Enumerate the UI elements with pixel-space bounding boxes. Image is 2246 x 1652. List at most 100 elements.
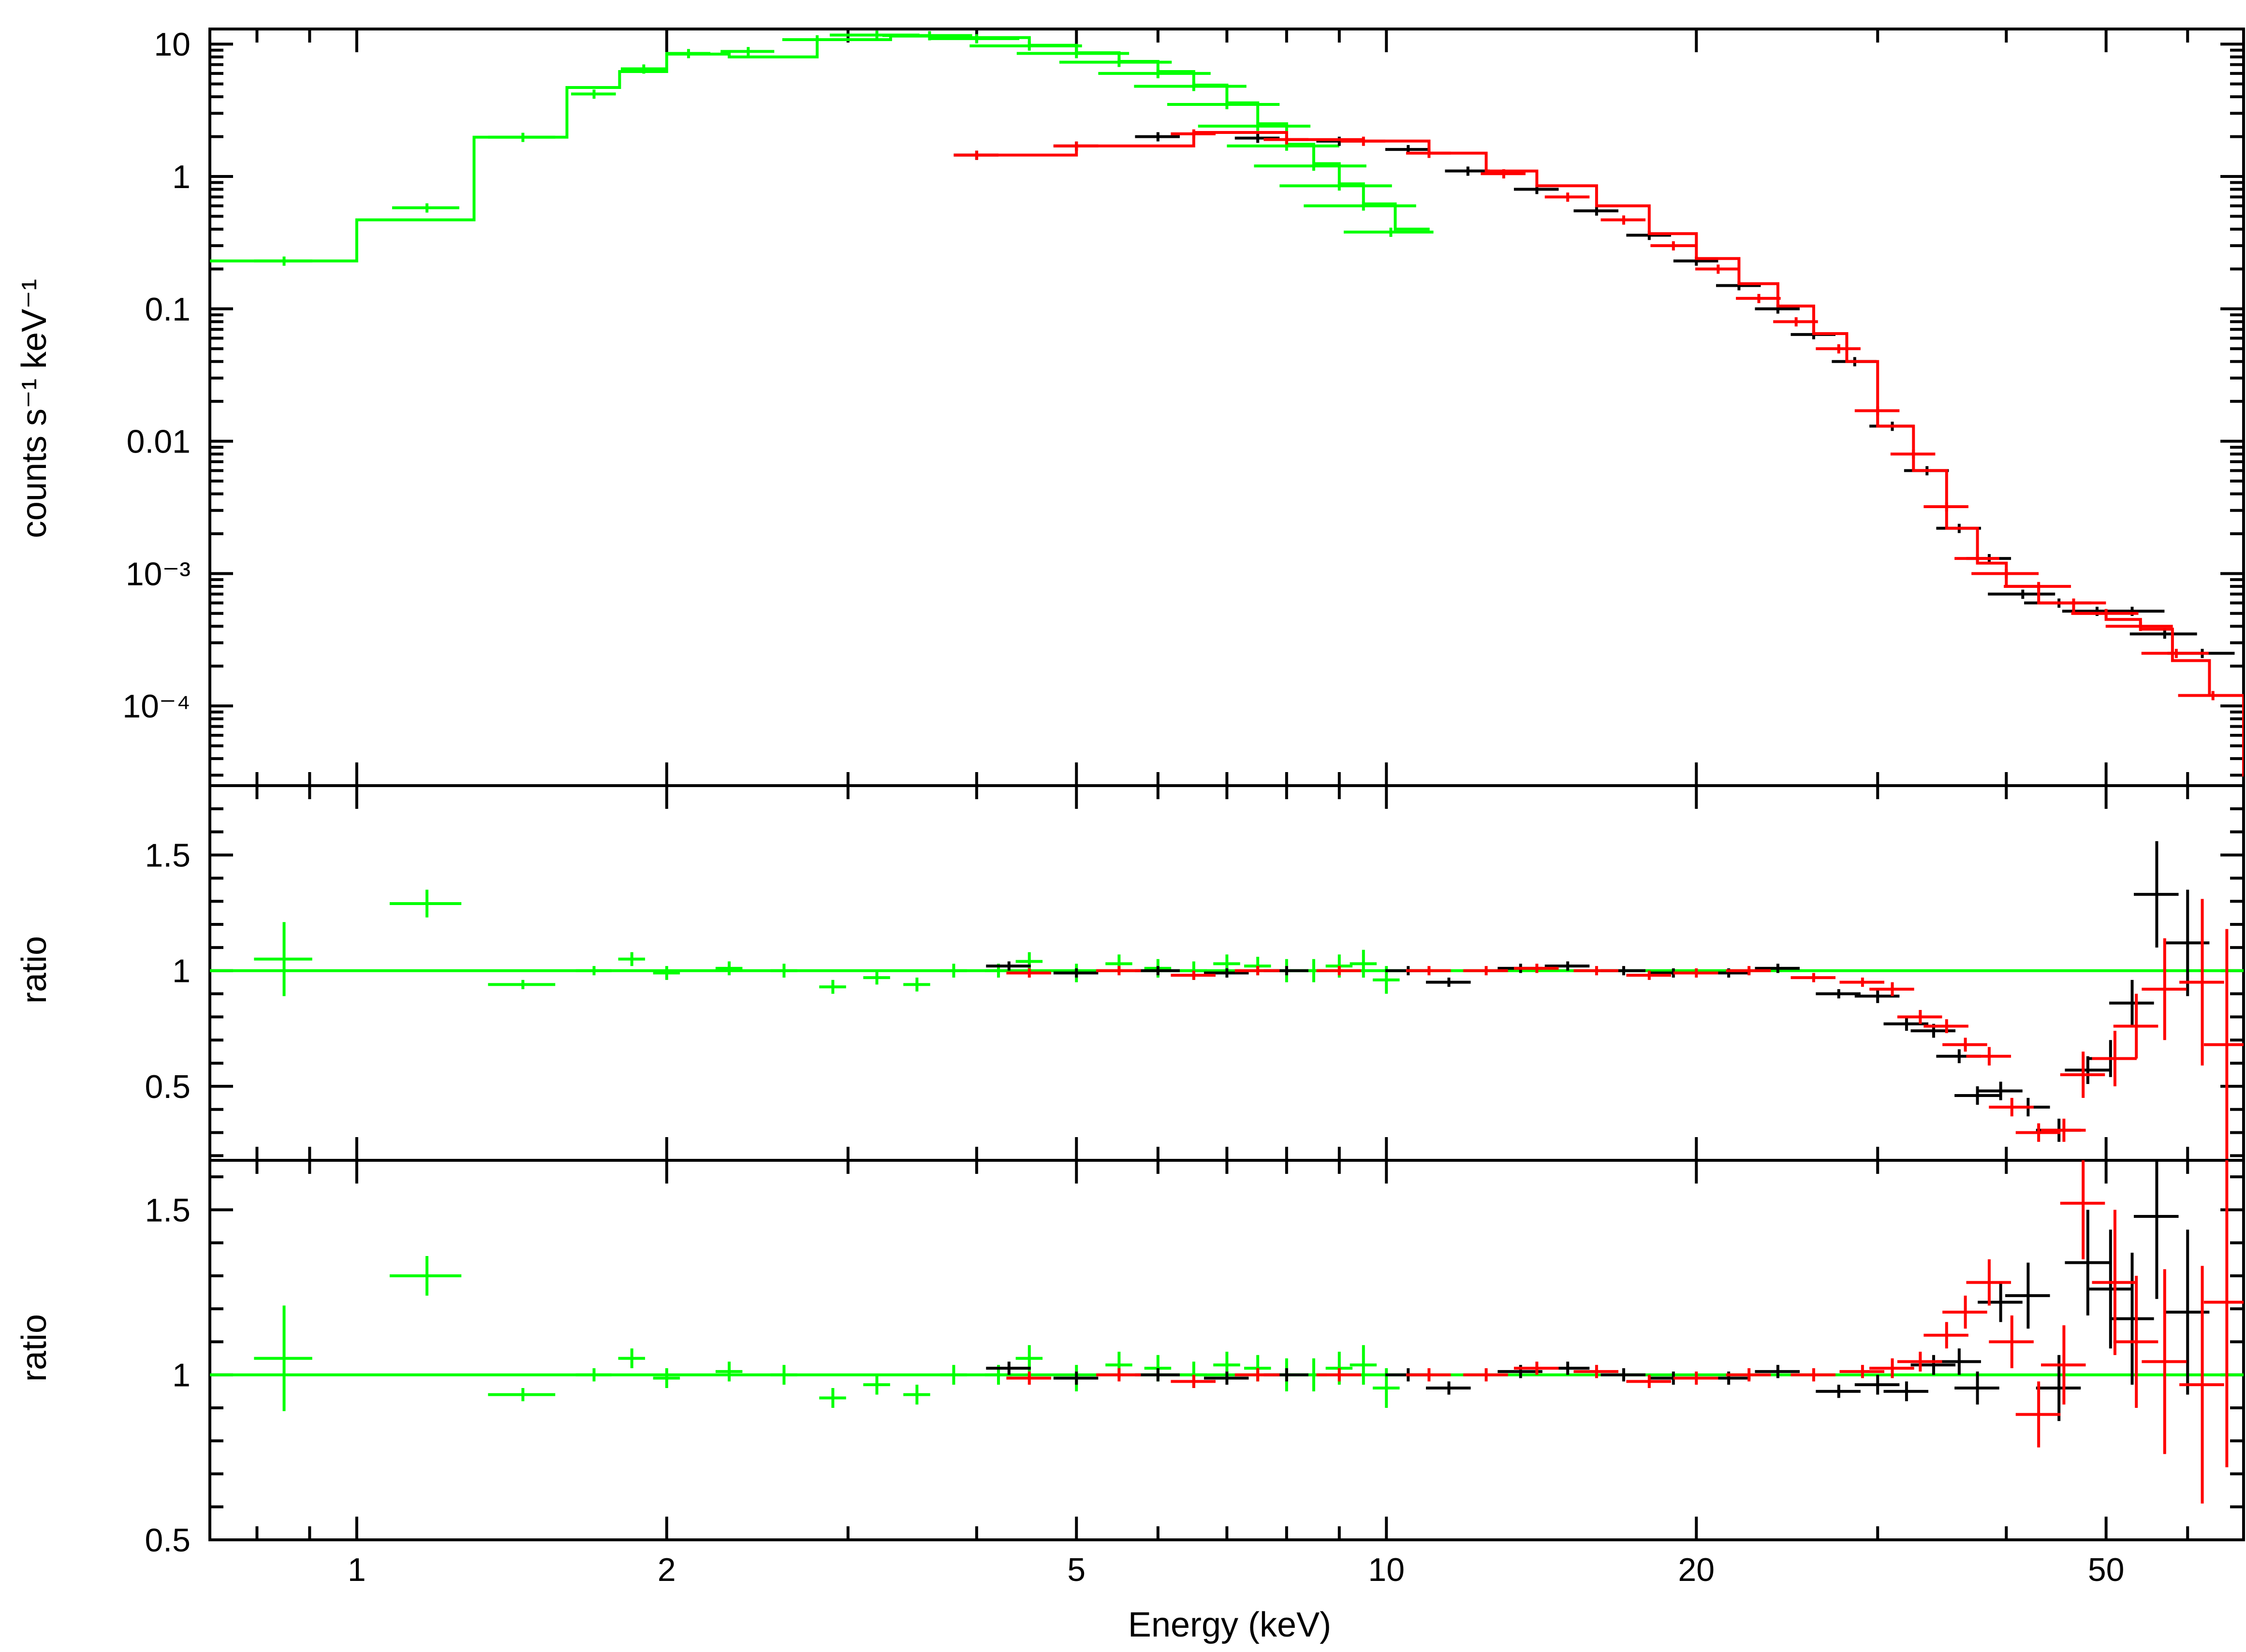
data-point-black bbox=[2109, 980, 2154, 1026]
data-point-red bbox=[1316, 1368, 1361, 1382]
data-point-green bbox=[715, 1361, 743, 1382]
data-point-green bbox=[903, 1385, 930, 1405]
data-point-green bbox=[1350, 950, 1377, 978]
data-point-red bbox=[2179, 899, 2224, 1066]
y-tick-label: 1.5 bbox=[145, 837, 191, 874]
y-axis-label-counts: counts s⁻¹ keV⁻¹ bbox=[15, 279, 54, 538]
data-point-black bbox=[1755, 1365, 1800, 1378]
data-point-green bbox=[1254, 161, 1366, 171]
data-point-red bbox=[1406, 966, 1451, 976]
data-point-red bbox=[2203, 929, 2244, 1160]
data-point-red bbox=[2142, 1269, 2187, 1454]
data-point-black bbox=[2065, 1210, 2110, 1316]
data-point-red bbox=[2092, 1031, 2137, 1086]
y-axis-label-ratio-bottom: ratio bbox=[15, 1314, 54, 1382]
data-point-red bbox=[1726, 966, 1771, 976]
data-point-black bbox=[1954, 1371, 1999, 1405]
data-point-black bbox=[2134, 841, 2179, 948]
y-tick-label: 0.5 bbox=[145, 1522, 191, 1559]
data-point-black bbox=[1755, 964, 1800, 973]
data-point-green bbox=[488, 980, 556, 989]
data-point-green bbox=[618, 952, 646, 966]
data-point-green bbox=[575, 1368, 612, 1382]
model-step-red bbox=[976, 131, 2244, 777]
data-point-black bbox=[2134, 1160, 2179, 1299]
data-point-green bbox=[1304, 201, 1416, 211]
data-point-black bbox=[2005, 1262, 2050, 1329]
data-point-black bbox=[1135, 1368, 1180, 1382]
x-tick-label: 20 bbox=[1678, 1551, 1715, 1588]
data-point-black bbox=[1936, 1348, 1981, 1375]
data-point-red bbox=[1923, 1019, 1968, 1033]
data-point-green bbox=[653, 966, 680, 980]
data-point-green bbox=[1227, 141, 1339, 151]
data-point-black bbox=[1883, 1381, 1929, 1402]
data-point-red bbox=[1726, 1368, 1771, 1382]
data-point-black bbox=[2109, 1253, 2154, 1385]
data-point-red bbox=[1171, 1374, 1216, 1388]
data-point-red bbox=[2179, 1266, 2224, 1504]
plot-frame bbox=[208, 1159, 2245, 1541]
data-point-red bbox=[1923, 1322, 1968, 1349]
data-point-red bbox=[2040, 1118, 2086, 1142]
data-point-red bbox=[1673, 1371, 1718, 1385]
data-point-green bbox=[715, 961, 743, 976]
data-point-red bbox=[1989, 1315, 2034, 1369]
data-point-red bbox=[1966, 1047, 2011, 1066]
data-point-black bbox=[1053, 968, 1099, 978]
x-tick-label: 50 bbox=[2088, 1551, 2125, 1588]
panel-ratio-middle: 0.5 1 1.5 bbox=[145, 784, 2245, 1162]
data-point-red bbox=[1513, 964, 1559, 973]
data-point-green bbox=[863, 970, 890, 985]
plot-data-area bbox=[210, 30, 2244, 777]
data-point-black bbox=[986, 1361, 1031, 1375]
data-point-green bbox=[575, 966, 612, 976]
data-point-black bbox=[1978, 1282, 2023, 1322]
x-tick-label: 1 bbox=[348, 1551, 366, 1588]
data-point-red bbox=[1096, 1368, 1141, 1382]
data-point-green bbox=[1279, 181, 1392, 191]
data-point-black bbox=[1234, 133, 1280, 143]
data-point-green bbox=[770, 964, 797, 978]
data-point-red bbox=[2142, 938, 2187, 1040]
data-point-red bbox=[1650, 241, 1695, 251]
data-point-green bbox=[488, 1388, 556, 1402]
data-point-red bbox=[1234, 966, 1280, 976]
data-point-black bbox=[1600, 1368, 1646, 1382]
data-point-green bbox=[819, 980, 846, 994]
data-point-red bbox=[1096, 966, 1141, 976]
data-point-black bbox=[2129, 629, 2197, 639]
data-point-black bbox=[1135, 966, 1180, 976]
data-point-black bbox=[1910, 1355, 1956, 1375]
data-point-red bbox=[1897, 1351, 1942, 1372]
x-axis-label: Energy (keV) bbox=[1128, 1606, 1331, 1644]
plot-frame bbox=[208, 28, 2245, 787]
data-point-red bbox=[1573, 1365, 1619, 1378]
data-point-green bbox=[618, 1348, 646, 1369]
data-point-red bbox=[1791, 973, 1836, 982]
data-point-red bbox=[1942, 1038, 1987, 1052]
model-step-green bbox=[210, 34, 1430, 263]
data-point-red bbox=[1171, 970, 1216, 980]
panel-ratio-bottom: 1 2 5 10 20 50 0.5 1 1.5 bbox=[145, 1159, 2245, 1588]
y-tick-label: 1.5 bbox=[145, 1192, 191, 1228]
data-point-black bbox=[1854, 1374, 1900, 1395]
x-tick-label: 10 bbox=[1368, 1551, 1405, 1588]
data-point-black bbox=[1426, 1381, 1471, 1395]
data-point-green bbox=[819, 1388, 846, 1408]
data-point-black bbox=[1816, 1385, 1861, 1398]
data-point-green bbox=[1015, 952, 1043, 971]
data-point-black bbox=[1204, 968, 1249, 978]
data-point-black bbox=[1816, 989, 1861, 999]
data-point-red bbox=[1544, 192, 1590, 202]
data-point-red bbox=[1573, 966, 1619, 976]
data-point-green bbox=[254, 922, 312, 996]
data-point-black bbox=[1544, 961, 1590, 971]
data-point-black bbox=[1988, 589, 2055, 599]
panel-spectrum: 10 1 0.1 0.01 10⁻³ 10⁻⁴ bbox=[122, 26, 2245, 787]
data-point-red bbox=[1234, 1368, 1280, 1382]
data-point-red bbox=[1989, 1097, 2034, 1117]
plot-data-area bbox=[210, 841, 2244, 1160]
y-tick-label: 1 bbox=[172, 953, 191, 990]
data-point-red bbox=[2203, 1160, 2244, 1467]
